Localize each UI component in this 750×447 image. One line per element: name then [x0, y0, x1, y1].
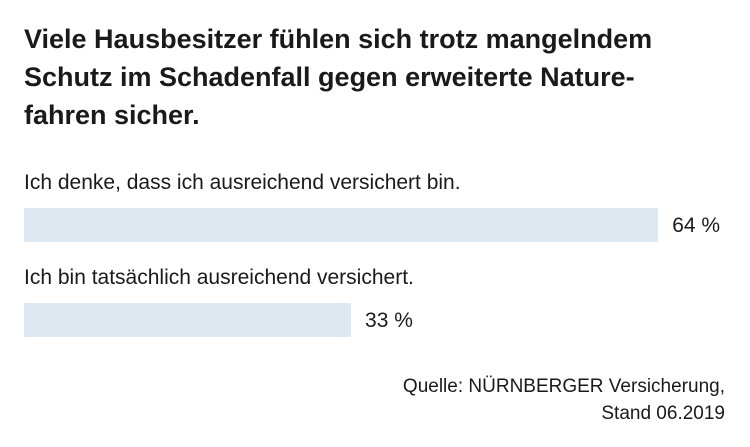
source-line: Stand 06.2019: [601, 403, 725, 424]
chart-title-line: Schutz im Schadenfall gegen erweiterte N…: [24, 62, 635, 92]
bar-row: Ich denke, dass ich ausreichend versiche…: [24, 170, 744, 242]
source-line: Quelle: NÜRNBERGER Versicherung,: [402, 376, 725, 397]
category-label: Ich bin tatsächlich ausreichend versiche…: [24, 266, 414, 289]
bar-track: 64 %: [24, 208, 744, 242]
data-label: 64 %: [672, 214, 721, 237]
data-label: 33 %: [365, 309, 413, 332]
bar: [24, 303, 352, 337]
source-note: Quelle: NÜRNBERGER Versicherung, Stand 0…: [403, 373, 725, 427]
bar-row: Ich bin tatsächlich ausreichend versiche…: [24, 265, 744, 337]
bar-track: 33 %: [24, 303, 744, 337]
bar: [24, 208, 659, 242]
chart-title-line: fahren sicher.: [24, 100, 200, 130]
chart-title-line: Viele Hausbesitzer fühlen sich trotz man…: [24, 24, 653, 54]
chart-title: Viele Hausbesitzer fühlen sich trotz man…: [24, 20, 724, 134]
category-label: Ich denke, dass ich ausreichend versiche…: [24, 171, 461, 194]
